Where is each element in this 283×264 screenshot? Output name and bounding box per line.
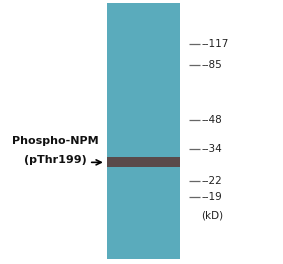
Bar (107, 157, 180, 167)
Bar (107, 3, 180, 259)
Text: --19: --19 (201, 192, 222, 202)
Text: Phospho-NPM: Phospho-NPM (12, 136, 98, 146)
Text: (pThr199): (pThr199) (24, 155, 87, 165)
Text: --34: --34 (201, 144, 222, 154)
Text: --117: --117 (201, 39, 229, 49)
Text: --85: --85 (201, 60, 222, 70)
Text: (kD): (kD) (201, 210, 224, 220)
Text: --48: --48 (201, 115, 222, 125)
Text: --22: --22 (201, 176, 222, 186)
